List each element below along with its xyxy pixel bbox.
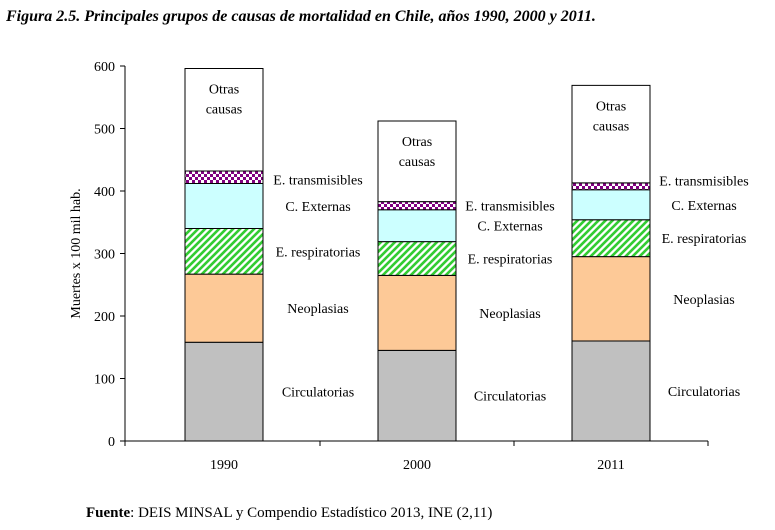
bar-segment-e-transmisibles-2011: [571, 182, 651, 191]
bar-segment-c-externas-2011: [571, 189, 651, 221]
x-tick-label: 1990: [210, 458, 238, 473]
bar-segment-e-respiratorias-2011: [571, 219, 651, 258]
segment-label-circulatorias-1990: Circulatorias: [282, 386, 354, 401]
bar-segment-circulatorias-2011: [571, 340, 651, 442]
bar-segment-e-transmisibles-2000: [377, 201, 457, 211]
y-tick-label: 600: [94, 60, 115, 75]
y-tick-label: 300: [94, 248, 115, 263]
bar-segment-e-respiratorias-2000: [377, 241, 457, 276]
y-tick-label: 400: [94, 185, 115, 200]
bar-segment-otras-causas-2011: [571, 84, 651, 184]
segment-label-otras-causas-2000: Otras: [402, 135, 432, 150]
bar-segment-c-externas-2000: [377, 209, 457, 243]
segment-label-neoplasias-1990: Neoplasias: [287, 302, 348, 317]
bar-segment-c-externas-1990: [184, 183, 264, 229]
y-axis-title: Muertes x 100 mil hab.: [69, 188, 84, 318]
segment-label-c-externas-1990: C. Externas: [285, 200, 350, 215]
segment-label-c-externas-2000: C. Externas: [477, 220, 542, 235]
bar-segment-otras-causas-1990: [184, 68, 264, 172]
segment-label-e-respiratorias-2000: E. respiratorias: [468, 253, 553, 268]
y-tick-label: 200: [94, 310, 115, 325]
x-tick-label: 2000: [403, 458, 431, 473]
source-text: : DEIS MINSAL y Compendio Estadístico 20…: [130, 505, 493, 521]
segment-label-otras-causas-2011: causas: [593, 119, 630, 134]
bar-segment-neoplasias-1990: [184, 273, 264, 343]
segment-label-neoplasias-2011: Neoplasias: [673, 293, 734, 308]
segment-label-otras-causas-2000: causas: [399, 155, 436, 170]
axes: 0 100 200 300 400 500 600 1990 2000 2011 Muertes x…: [69, 60, 709, 473]
y-tick-label: 100: [94, 373, 115, 388]
segment-label-neoplasias-2000: Neoplasias: [479, 307, 540, 322]
y-tick-label: 0: [108, 435, 115, 450]
y-tick-label: 500: [94, 123, 115, 138]
segment-labels: Circulatorias Neoplasias E. respiratorias C…: [206, 83, 749, 405]
segment-label-circulatorias-2011: Circulatorias: [668, 385, 740, 400]
segment-label-otras-causas-2011: Otras: [596, 99, 626, 114]
bar-segment-circulatorias-2000: [377, 349, 457, 442]
segment-label-e-respiratorias-1990: E. respiratorias: [276, 245, 361, 260]
figure-title: Figura 2.5. Principales grupos de causas…: [6, 8, 596, 25]
source-note: Fuente: DEIS MINSAL y Compendio Estadíst…: [86, 505, 492, 522]
segment-label-e-transmisibles-1990: E. transmisibles: [273, 173, 362, 188]
bars: [184, 68, 651, 442]
x-tick-label: 2011: [597, 458, 624, 473]
bar-segment-otras-causas-2000: [377, 120, 457, 203]
segment-label-c-externas-2011: C. Externas: [671, 199, 736, 214]
segment-label-otras-causas-1990: causas: [206, 103, 243, 118]
bar-segment-neoplasias-2000: [377, 274, 457, 351]
segment-label-e-respiratorias-2011: E. respiratorias: [662, 232, 747, 247]
segment-label-otras-causas-1990: Otras: [209, 83, 239, 98]
bar-segment-e-respiratorias-1990: [184, 228, 264, 275]
bar-segment-circulatorias-1990: [184, 341, 264, 442]
segment-label-e-transmisibles-2011: E. transmisibles: [659, 174, 748, 189]
bar-segment-e-transmisibles-1990: [184, 170, 264, 184]
segment-label-e-transmisibles-2000: E. transmisibles: [465, 200, 554, 215]
segment-label-circulatorias-2000: Circulatorias: [474, 390, 546, 405]
bar-segment-neoplasias-2011: [571, 256, 651, 342]
source-label: Fuente: [86, 505, 131, 521]
